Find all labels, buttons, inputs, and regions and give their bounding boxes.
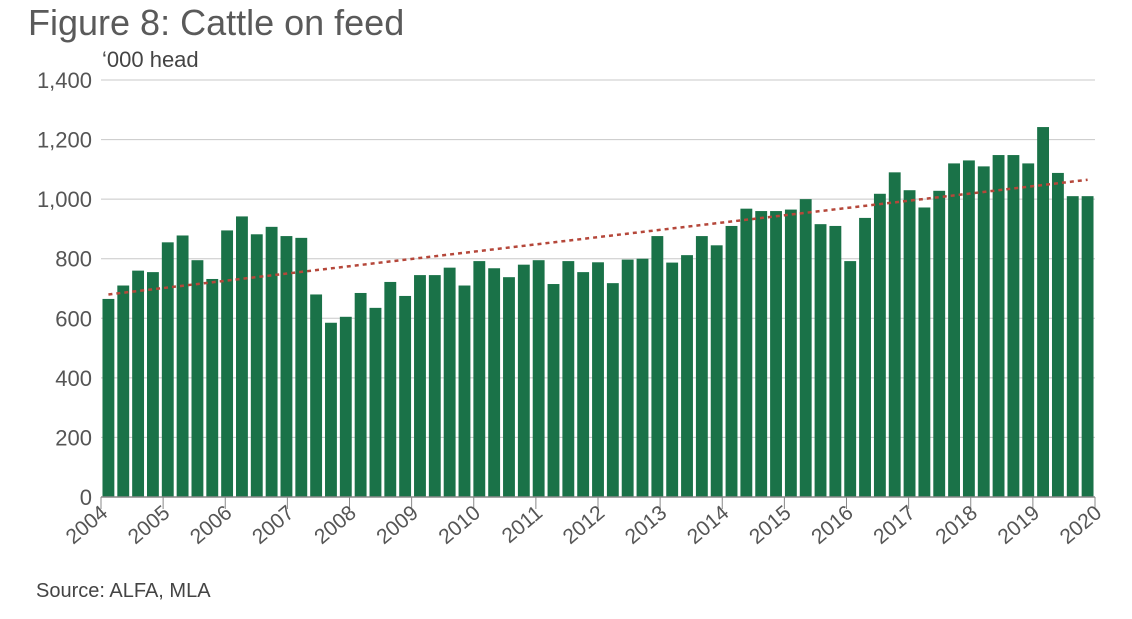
bar (354, 292, 367, 497)
x-axis (100, 496, 1096, 509)
bar (265, 226, 278, 497)
y-tick-label: 400 (55, 366, 92, 391)
source-note: Source: ALFA, MLA (36, 580, 211, 602)
bar (666, 262, 679, 497)
bar (829, 225, 842, 497)
bar (146, 272, 159, 497)
x-tick-label: 2020 (1056, 501, 1107, 549)
x-axis-ticks: 2004 2005 2006 2007 2008 2009 2010 2011 2012 2013… (62, 501, 1107, 549)
bar (339, 316, 352, 497)
x-tick-label: 2019 (994, 501, 1045, 549)
bar (295, 237, 308, 498)
bar (161, 242, 174, 497)
bar (1037, 127, 1050, 497)
bar (651, 236, 664, 497)
bar (206, 278, 219, 497)
bar (488, 268, 501, 497)
y-tick-label: 1,200 (37, 128, 92, 153)
x-tick-label: 2006 (186, 501, 237, 549)
x-tick-label: 2014 (683, 501, 734, 549)
bar (621, 259, 634, 497)
bar (1051, 172, 1064, 497)
bar (844, 261, 857, 497)
x-tick-label: 2011 (498, 501, 547, 548)
y-tick-label: 200 (55, 425, 92, 450)
bar (636, 258, 649, 497)
bar (770, 211, 782, 497)
bar (740, 208, 753, 498)
y-tick-label: 600 (55, 306, 92, 331)
bar (191, 260, 204, 497)
x-tick-label: 2015 (745, 501, 796, 549)
bar (325, 322, 337, 497)
bar (369, 307, 382, 497)
bar (517, 264, 530, 497)
bar (250, 234, 263, 498)
x-tick-label: 2016 (807, 501, 858, 549)
bar (577, 272, 590, 497)
y-tick-label: 1,000 (37, 187, 92, 212)
bar (1066, 196, 1079, 497)
bar (458, 285, 471, 497)
x-tick-label: 2008 (310, 501, 361, 549)
bar (547, 284, 560, 497)
bar (948, 163, 960, 497)
bar (799, 199, 812, 497)
bar (176, 235, 189, 498)
bar (562, 261, 575, 497)
bar (814, 224, 827, 497)
x-tick-label: 2013 (621, 501, 672, 549)
bar (221, 230, 234, 498)
bar (384, 281, 397, 497)
bar (428, 275, 441, 497)
bar (918, 207, 931, 498)
bar (977, 166, 990, 497)
bar (592, 262, 604, 497)
bar (755, 211, 768, 497)
bar (443, 267, 456, 497)
bar (310, 294, 323, 497)
bar-series (102, 127, 1094, 498)
bar (132, 270, 145, 497)
y-tick-label: 1,400 (37, 68, 92, 93)
bar (992, 155, 1005, 497)
bar (695, 236, 708, 497)
bar (710, 245, 723, 497)
x-tick-label: 2005 (124, 501, 175, 549)
bar (399, 295, 412, 497)
bar (681, 255, 693, 497)
bar (503, 277, 515, 497)
bar (903, 190, 916, 497)
bar (1022, 163, 1035, 497)
bar (1081, 196, 1094, 497)
bar (102, 298, 115, 497)
bar (117, 285, 130, 497)
x-tick-label: 2009 (372, 501, 423, 549)
x-tick-label: 2018 (931, 501, 982, 549)
bar (725, 225, 738, 497)
chart-title: Figure 8: Cattle on feed (28, 2, 405, 43)
y-axis-ticks: 0 200 400 600 800 1,000 1,200 1,400 (37, 68, 92, 510)
bar (473, 261, 486, 497)
bar (414, 275, 426, 497)
x-tick-label: 2007 (248, 501, 299, 549)
bar (873, 193, 886, 497)
y-tick-label: 800 (55, 247, 92, 272)
bar (236, 216, 248, 498)
bar (933, 190, 946, 498)
bar (1007, 155, 1020, 497)
y-axis-unit-label: ‘000 head (102, 47, 199, 72)
bar (280, 236, 293, 497)
y-tick-label: 0 (80, 485, 92, 510)
x-tick-label: 2012 (559, 501, 610, 549)
x-tick-label: 2017 (869, 501, 920, 549)
bar (962, 160, 975, 498)
x-tick-label: 2010 (434, 501, 485, 549)
bar (888, 172, 901, 497)
bar (859, 217, 871, 497)
bar (606, 283, 619, 497)
bar (784, 209, 797, 497)
bar (532, 260, 545, 497)
